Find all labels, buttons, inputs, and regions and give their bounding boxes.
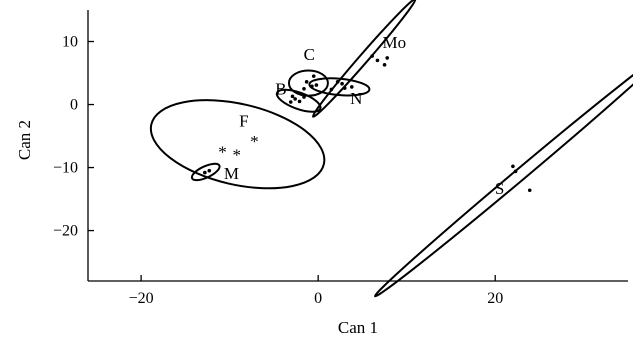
x-tick-label: 0: [314, 290, 322, 307]
point-mo: [375, 58, 380, 63]
point-mo: [370, 54, 374, 58]
group-label-s: S: [495, 179, 504, 198]
group-label-n: N: [350, 89, 362, 108]
point-n: [350, 85, 354, 89]
ellipse-n: [308, 77, 371, 97]
y-axis-title: Can 2: [15, 120, 34, 160]
x-axis-title: Can 1: [338, 318, 378, 337]
ellipse-mo: [311, 0, 417, 118]
point-mo: [385, 56, 390, 60]
point-b: [297, 99, 302, 104]
point-b: [288, 100, 293, 104]
group-label-f: F: [239, 112, 248, 131]
x-tick-label: 20: [487, 290, 503, 307]
point-mo: [382, 63, 387, 67]
point-b: [293, 97, 297, 101]
point-s: [511, 164, 515, 169]
group-label-c: C: [304, 45, 315, 64]
point-f: *: [232, 146, 241, 165]
point-c: [311, 74, 316, 78]
point-c: [304, 80, 309, 84]
point-f: *: [218, 143, 227, 162]
point-m: [207, 168, 212, 173]
group-label-mo: Mo: [382, 33, 406, 52]
data-points: * * *: [203, 54, 532, 193]
y-tick-label: 0: [70, 97, 78, 114]
point-c: [314, 83, 319, 87]
point-c: [310, 84, 314, 89]
point-m: [203, 170, 207, 175]
y-tick-label: 10: [62, 34, 78, 51]
y-tick-label: −10: [53, 160, 78, 177]
group-label-m: M: [224, 164, 239, 183]
ellipse-s: [374, 50, 633, 298]
point-s: [527, 188, 532, 193]
point-n: [335, 80, 340, 84]
point-n: [342, 86, 347, 90]
point-n: [329, 87, 334, 92]
point-s: [513, 169, 518, 174]
x-tick-label: −20: [129, 290, 154, 307]
group-ellipses: [149, 0, 633, 298]
group-label-b: B: [275, 79, 286, 98]
point-b: [290, 94, 295, 99]
point-c: [302, 86, 306, 91]
point-b: [302, 95, 306, 99]
y-tick-label: −20: [53, 223, 78, 240]
point-f: *: [250, 132, 259, 151]
ellipse-f: [149, 99, 326, 190]
point-n: [340, 81, 344, 86]
ellipse-b: [275, 88, 322, 113]
axes: −20 0 20 10 0 −10 −20: [53, 10, 628, 307]
group-labels: Mo CB N F M S: [224, 33, 505, 198]
ellipse-m: [190, 162, 221, 182]
